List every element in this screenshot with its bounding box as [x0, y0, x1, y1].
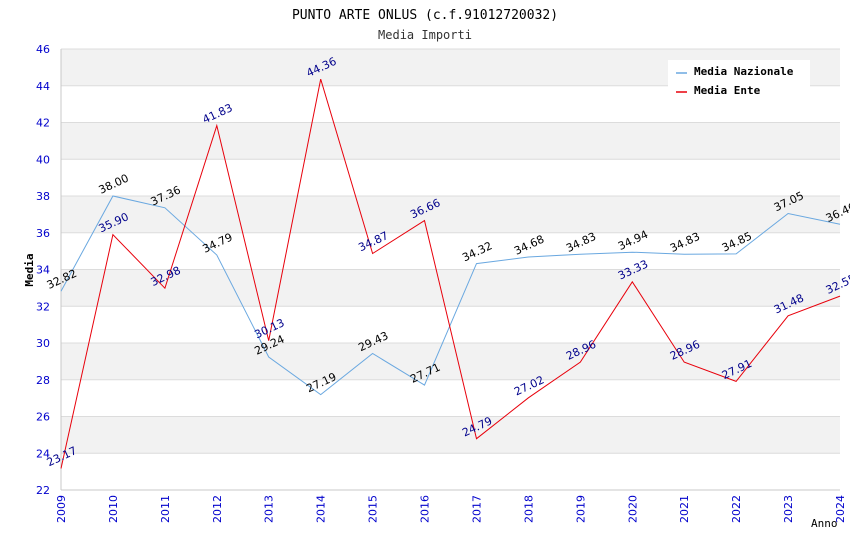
y-tick-label: 42	[36, 117, 50, 130]
x-tick-label: 2015	[367, 495, 380, 523]
legend-label-nazionale: Media Nazionale	[694, 65, 794, 78]
axes	[60, 49, 840, 491]
y-tick-label: 40	[36, 153, 50, 166]
x-tick-label: 2010	[107, 495, 120, 523]
series-lines	[60, 78, 841, 469]
plot-band	[61, 232, 840, 270]
y-tick-label: 32	[36, 300, 50, 313]
y-axis-label: Media	[23, 253, 36, 286]
x-tick-label: 2021	[678, 495, 691, 523]
y-axis-ticks: 22 24 26 28 30 32 34 36 38 40 42 44 46	[36, 43, 50, 497]
legend: Media Nazionale Media Ente	[668, 60, 810, 102]
y-tick-label: 26	[36, 411, 50, 424]
y-tick-label: 46	[36, 43, 50, 56]
x-tick-label: 2016	[419, 495, 432, 523]
plot-band	[61, 122, 840, 160]
x-tick-label: 2018	[522, 495, 535, 523]
y-tick-label: 24	[36, 447, 50, 460]
plot-band	[61, 379, 840, 417]
x-tick-label: 2009	[55, 495, 68, 523]
x-tick-label: 2013	[263, 495, 276, 523]
x-tick-label: 2024	[834, 495, 847, 523]
plot-band	[61, 453, 840, 490]
y-tick-label: 30	[36, 337, 50, 350]
x-axis-ticks: 2009 2010 2011 2012 2013 2014 2015 2016 2017 2018…	[55, 495, 847, 523]
x-tick-label: 2023	[782, 495, 795, 523]
plot-band	[61, 159, 840, 196]
plot-band	[61, 343, 840, 380]
chart-subtitle: Media Importi	[378, 28, 472, 42]
y-tick-label: 22	[36, 484, 50, 497]
x-tick-label: 2014	[315, 495, 328, 523]
plot-band	[61, 269, 840, 307]
chart-title: PUNTO ARTE ONLUS (c.f.91012720032)	[292, 8, 558, 23]
plot-band	[61, 416, 840, 454]
y-tick-label: 28	[36, 374, 50, 387]
series-line-ente	[60, 78, 841, 469]
x-tick-label: 2022	[730, 495, 743, 523]
y-tick-label: 36	[36, 227, 50, 240]
legend-label-ente: Media Ente	[694, 84, 761, 97]
y-tick-label: 34	[36, 264, 50, 277]
x-axis-label: Anno	[811, 517, 838, 530]
x-tick-label: 2011	[159, 495, 172, 523]
x-tick-label: 2012	[211, 495, 224, 523]
x-tick-label: 2019	[574, 495, 587, 523]
series-line-nazionale	[60, 195, 841, 396]
x-tick-label: 2020	[626, 495, 639, 523]
x-tick-label: 2017	[470, 495, 483, 523]
y-tick-label: 44	[36, 80, 50, 93]
plot-band	[61, 196, 840, 233]
legend-box	[668, 60, 810, 102]
y-tick-label: 38	[36, 190, 50, 203]
